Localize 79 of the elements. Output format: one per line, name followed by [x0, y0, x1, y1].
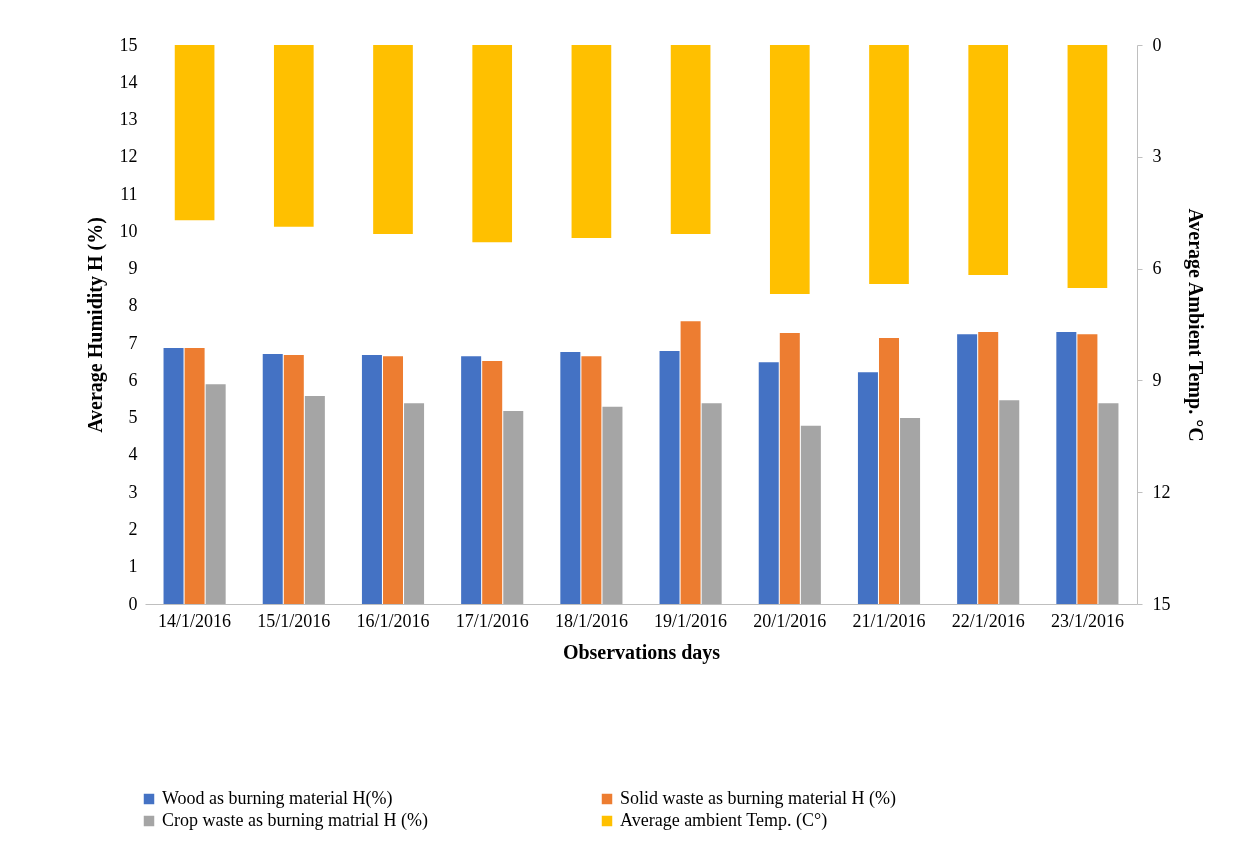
bar [174, 45, 215, 221]
bar [800, 425, 821, 604]
x-tick-label: 22/1/2016 [951, 610, 1025, 631]
y-tick-label: 15 [119, 34, 138, 55]
y-tick-label: 2 [128, 518, 138, 539]
y-tick-label: 10 [119, 220, 138, 241]
bar [670, 45, 711, 234]
bar [1077, 334, 1098, 604]
legend-label: Crop waste as burning matrial H (%) [162, 810, 428, 831]
x-axis-title: Observations days [562, 640, 721, 664]
bar [1098, 403, 1119, 604]
legend-label: Solid waste as burning material H (%) [620, 788, 896, 809]
legend-label: Average ambient Temp. (C°) [620, 810, 828, 831]
bar [999, 400, 1020, 604]
bar [373, 45, 413, 234]
bar [900, 418, 921, 604]
x-tick-label: 21/1/2016 [852, 610, 926, 631]
x-tick-label: 18/1/2016 [554, 610, 628, 631]
bar [758, 362, 779, 604]
y2-tick-label: 0 [1152, 34, 1162, 55]
bar [404, 403, 425, 604]
bar [879, 337, 899, 604]
bar [1067, 45, 1108, 288]
legend-label: Wood as burning material H(%) [162, 788, 393, 809]
y-tick-label: 7 [128, 332, 138, 353]
x-tick-label: 23/1/2016 [1050, 610, 1124, 631]
y-tick-label: 6 [128, 369, 138, 390]
y-tick-label: 11 [120, 183, 138, 204]
bar [957, 334, 978, 604]
y-tick-label: 0 [128, 593, 138, 614]
x-tick-label: 19/1/2016 [654, 610, 728, 631]
y-tick-label: 4 [128, 444, 138, 465]
bar [304, 396, 325, 604]
bar [680, 321, 701, 604]
y-tick-label: 12 [119, 146, 138, 167]
bar [1056, 331, 1077, 604]
y2-tick-label: 9 [1152, 369, 1162, 390]
bar [503, 410, 524, 604]
y-tick-label: 3 [128, 481, 138, 502]
bar [602, 406, 623, 604]
bar [184, 347, 205, 604]
bar [205, 384, 226, 604]
x-tick-label: 20/1/2016 [753, 610, 827, 631]
x-tick-label: 15/1/2016 [257, 610, 331, 631]
bar [273, 45, 314, 227]
bar [659, 350, 680, 604]
bar [560, 352, 581, 604]
y-axis-title: Average Humidity H (%) [83, 217, 107, 433]
x-tick-label: 17/1/2016 [455, 610, 529, 631]
bar [571, 45, 612, 239]
bar [361, 355, 382, 604]
bar [383, 356, 403, 604]
bar [857, 372, 878, 604]
bar [869, 45, 909, 284]
bar [262, 353, 283, 604]
x-tick-label: 16/1/2016 [356, 610, 430, 631]
bar [581, 356, 602, 604]
y-tick-label: 1 [128, 556, 138, 577]
y2-tick-label: 3 [1152, 146, 1162, 167]
y-tick-label: 14 [119, 71, 138, 92]
y2-axis-title: Average Ambient Temp. °C [1183, 208, 1207, 442]
bar [472, 45, 513, 243]
y-tick-label: 13 [119, 109, 138, 130]
bar [701, 403, 722, 604]
y2-tick-label: 15 [1152, 593, 1171, 614]
y-tick-label: 5 [128, 407, 138, 428]
bar [978, 331, 999, 604]
bar [769, 45, 810, 294]
y-tick-label: 9 [128, 258, 138, 279]
bar [968, 45, 1009, 275]
x-tick-label: 14/1/2016 [158, 610, 232, 631]
bar [283, 355, 304, 604]
y-tick-label: 8 [128, 295, 138, 316]
bar [779, 333, 800, 604]
y2-tick-label: 12 [1152, 481, 1171, 502]
bar [482, 361, 503, 604]
y2-tick-label: 6 [1152, 258, 1162, 279]
bar [461, 356, 482, 604]
bar [163, 347, 184, 604]
